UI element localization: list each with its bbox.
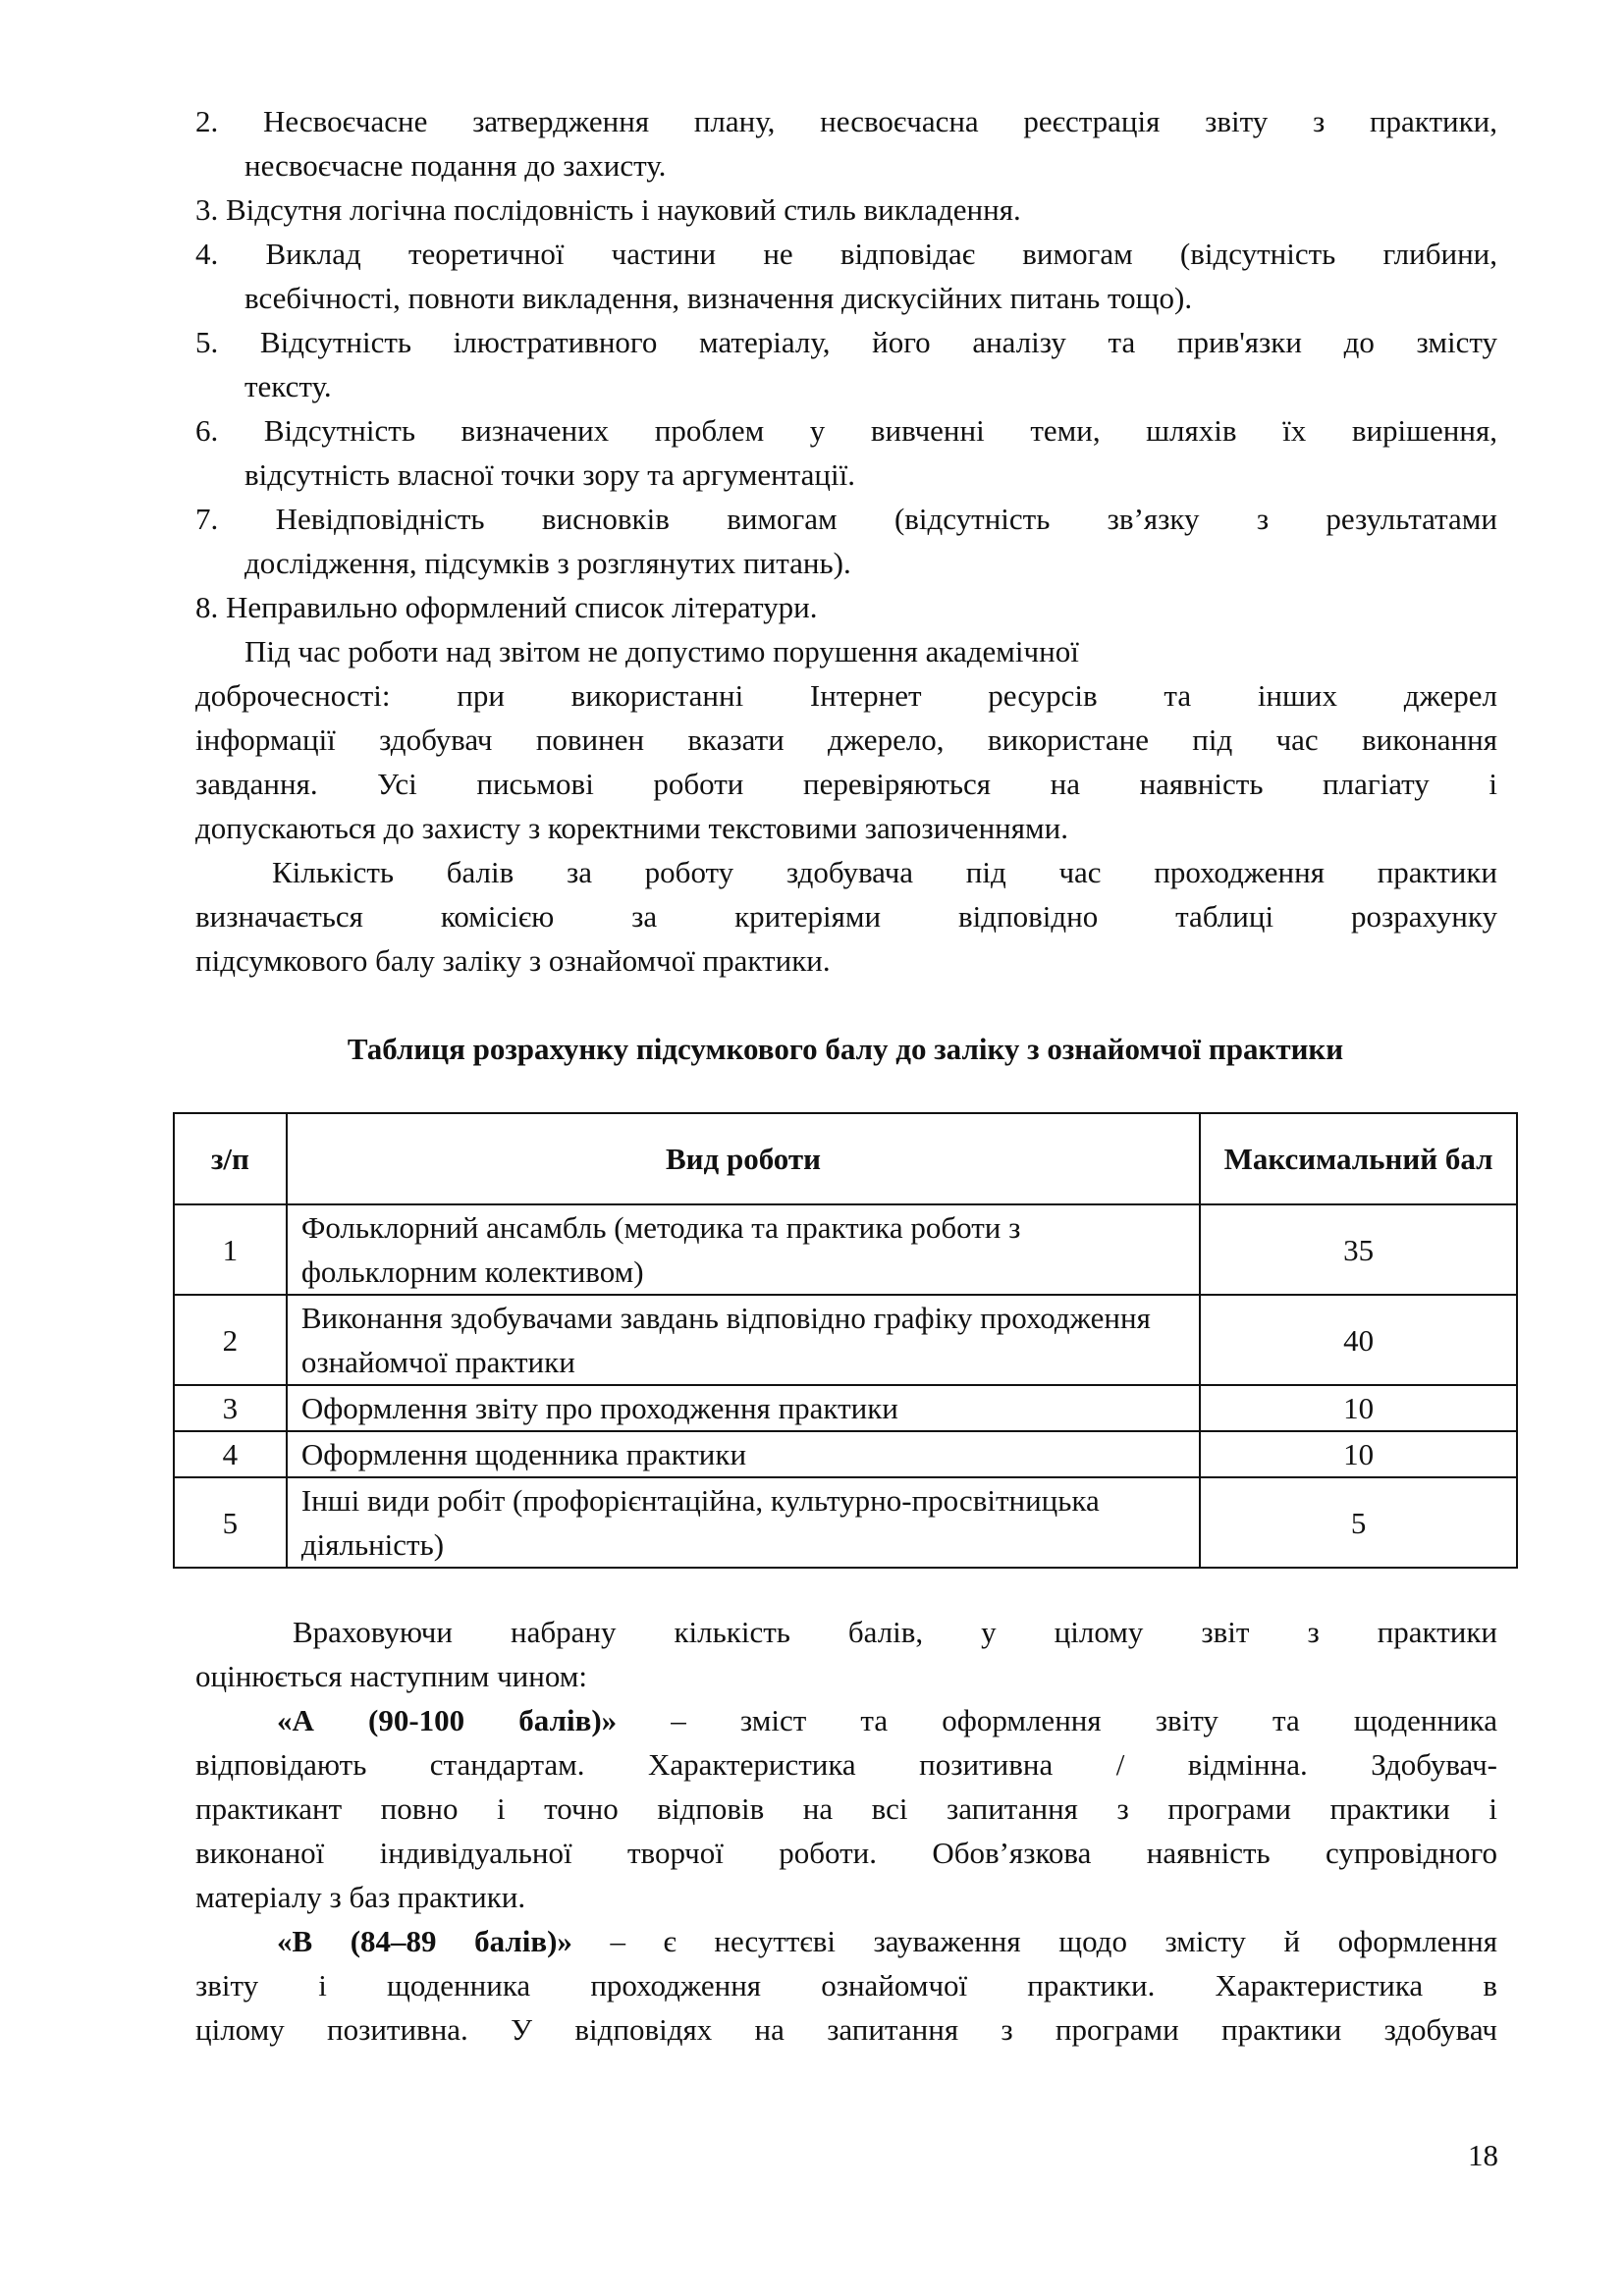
table-row: 2 Виконання здобувачами завдань відповідн… [173,1294,1518,1386]
row-number-cell: 1 [173,1203,288,1296]
text-line: підсумкового балу заліку з ознайомчої пр… [195,943,831,978]
text-line: інформації здобувач повинен вказати джер… [195,722,1497,757]
text-line: тексту. [244,369,332,403]
table-row: 4 Оформлення щоденника практики 10 [173,1430,1518,1478]
text-line: допускаються до захисту з коректними тек… [195,811,1068,845]
grade-label: «А (90-100 балів)» [277,1703,618,1737]
text-line: практикант повно і точно відповів на всі… [195,1791,1497,1826]
text-line: оцінюється наступним чином: [195,1659,588,1693]
header-work-type: Вид роботи [285,1112,1202,1205]
text-line: визначається комісією за критеріями відп… [195,899,1497,934]
table-row: 1 Фольклорний ансамбль (методика та практ… [173,1203,1518,1296]
grade-label: «В (84–89 балів)» [277,1924,572,1958]
row-number-cell: 4 [173,1430,288,1478]
text-line: матеріалу з баз практики. [195,1880,526,1914]
text-line: «А (90-100 балів)» – зміст та оформлення… [195,1698,1497,1742]
work-type-cell: Оформлення звіту про проходження практик… [285,1384,1202,1432]
text-line: Кількість балів за роботу здобувача під … [272,855,1497,889]
row-number-cell: 3 [173,1384,288,1432]
max-score-cell: 5 [1199,1476,1518,1569]
text-line: доброчесності: при використанні Інтернет… [195,678,1497,713]
text-line: несвоєчасне подання до захисту. [244,148,667,183]
score-table: з/п Вид роботи Максимальний бал 1 Фолькло… [173,1112,1518,1569]
work-type-cell: Інші види робіт (профорієнтаційна, культ… [285,1476,1202,1569]
text-line: 7. Невідповідність висновків вимогам (ві… [195,502,1497,536]
text-line: завдання. Усі письмові роботи перевіряют… [195,767,1497,801]
grade-description: – є несуттєві зауваження щодо змісту й о… [571,1924,1498,1958]
text-line: Враховуючи набрану кількість балів, у ці… [293,1615,1497,1649]
work-type-cell: Фольклорний ансамбль (методика та практи… [285,1203,1202,1296]
text-line: 8. Неправильно оформлений список літерат… [195,590,818,624]
max-score-cell: 10 [1199,1384,1518,1432]
table-row: 3 Оформлення звіту про проходження практи… [173,1384,1518,1432]
text-line: виконаної індивідуальної творчої роботи.… [195,1836,1497,1870]
table-title: Таблиця розрахунку підсумкового балу до … [347,1032,1344,1066]
max-score-cell: 10 [1199,1430,1518,1478]
text-line: відсутність власної точки зору та аргуме… [244,457,855,492]
text-line: «В (84–89 балів)» – є несуттєві зауважен… [195,1919,1497,1963]
max-score-cell: 40 [1199,1294,1518,1386]
text-line: звіту і щоденника проходження ознайомчої… [195,1968,1497,2002]
text-line: 3. Відсутня логічна послідовність і наук… [195,192,1021,227]
text-line: 6. Відсутність визначених проблем у вивч… [195,413,1497,448]
header-number: з/п [173,1112,288,1205]
text-line: 2. Несвоєчасне затвердження плану, несво… [195,104,1497,138]
row-number-cell: 2 [173,1294,288,1386]
body-text-top: 2. Несвоєчасне затвердження плану, несво… [195,99,1497,983]
row-number-cell: 5 [173,1476,288,1569]
text-line: Під час роботи над звітом не допустимо п… [244,634,1079,668]
body-text-bottom: Враховуючи набрану кількість балів, у ці… [195,1610,1497,2052]
max-score-cell: 35 [1199,1203,1518,1296]
work-type-cell: Оформлення щоденника практики [285,1430,1202,1478]
table-header-row: з/п Вид роботи Максимальний бал [173,1112,1518,1205]
text-line: всебічності, повноти викладення, визначе… [244,281,1193,315]
text-line: 4. Виклад теоретичної частини не відпові… [195,237,1497,271]
text-line: відповідають стандартам. Характеристика … [195,1747,1497,1782]
page-number: 18 [1468,2138,1498,2172]
table-row: 5 Інші види робіт (профорієнтаційна, куль… [173,1476,1518,1569]
work-type-cell: Виконання здобувачами завдань відповідно… [285,1294,1202,1386]
text-line: 5. Відсутність ілюстративного матеріалу,… [195,325,1497,359]
header-max-score: Максимальний бал [1199,1112,1518,1205]
grade-description: – зміст та оформлення звіту та щоденника [617,1703,1497,1737]
text-line: дослідження, підсумків з розглянутих пит… [244,546,851,580]
text-line: цілому позитивна. У відповідях на запита… [195,2012,1497,2047]
